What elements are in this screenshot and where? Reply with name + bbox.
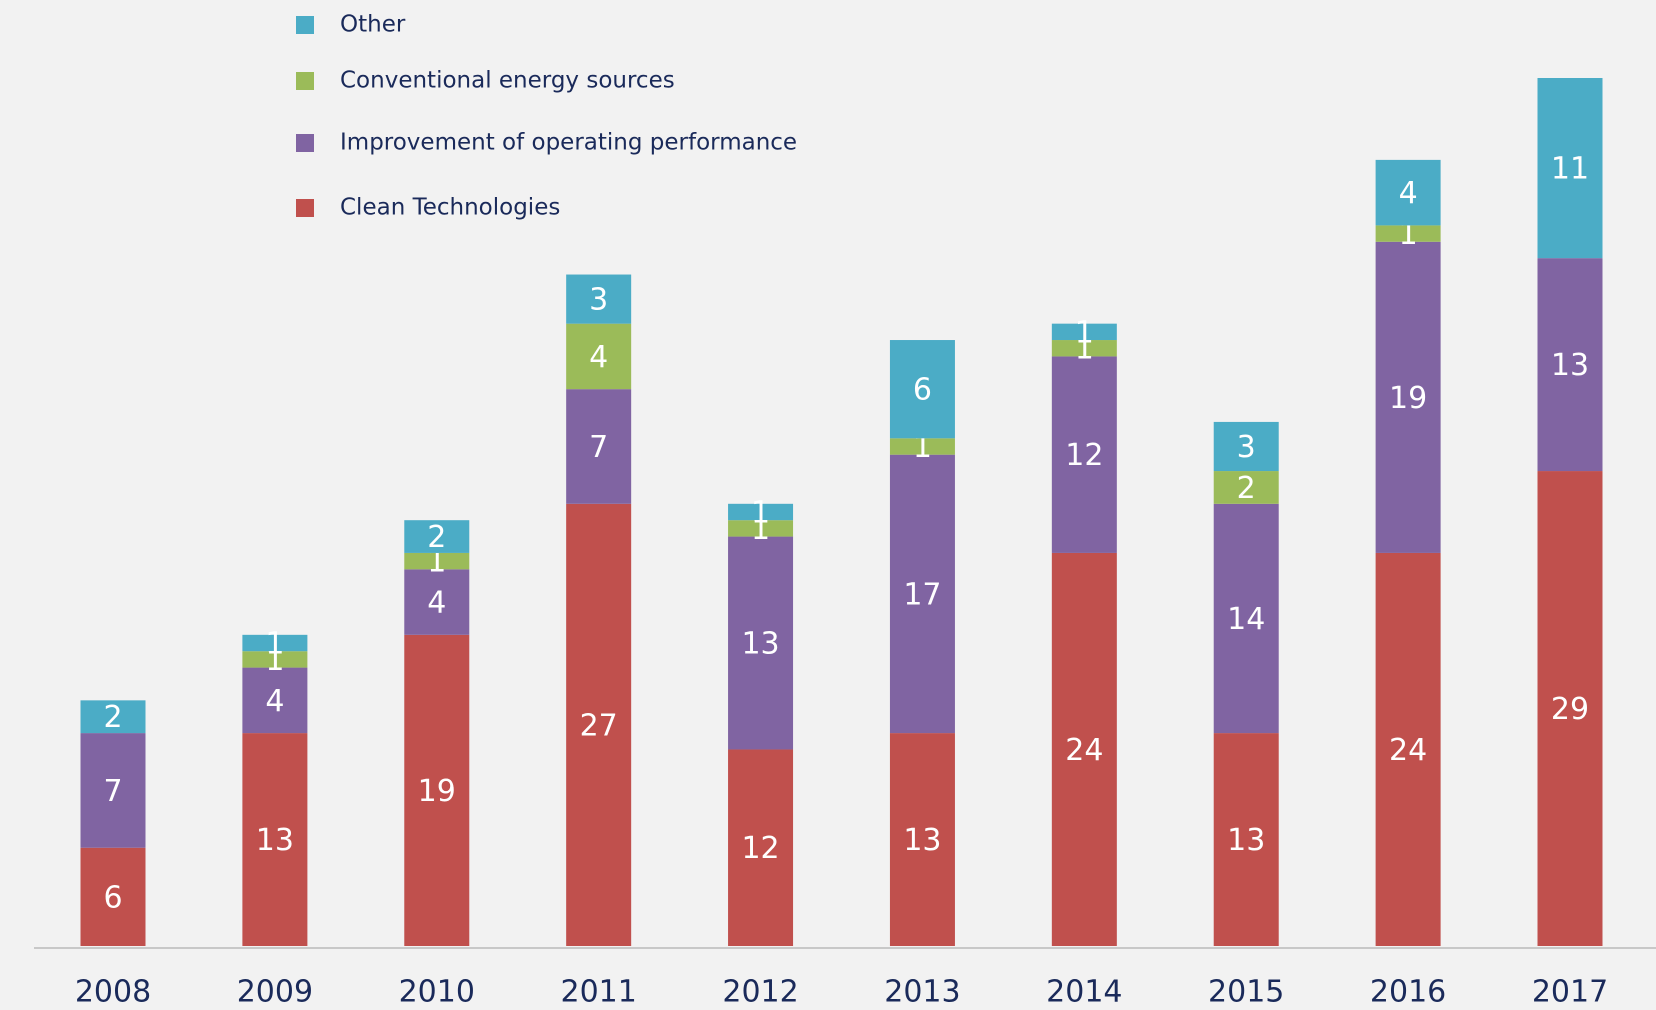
value-label: 1	[427, 545, 446, 580]
bar-segment	[1537, 78, 1603, 259]
legend-label: Improvement of operating performance	[340, 130, 797, 156]
bar-segment	[889, 733, 955, 946]
legend-swatch	[296, 199, 314, 217]
x-tick-label: 2014	[1046, 975, 1122, 1010]
value-label: 2	[427, 520, 446, 555]
bar-segment	[1375, 225, 1441, 242]
x-tick-label: 2008	[75, 975, 151, 1010]
x-tick-label: 2009	[237, 975, 313, 1010]
bar-segment	[728, 749, 794, 946]
legend-label: Clean Technologies	[340, 195, 560, 221]
bar-segment	[728, 536, 794, 750]
value-label: 13	[741, 627, 779, 662]
bar-segment	[566, 274, 632, 324]
value-label: 19	[1389, 381, 1427, 416]
value-label: 1	[1075, 332, 1094, 367]
value-label: 3	[1237, 430, 1256, 465]
bar-segment	[242, 634, 308, 652]
bar-segment	[1051, 323, 1117, 341]
value-label: 13	[903, 823, 941, 858]
bar-segment	[1051, 340, 1117, 357]
bar-segment	[1051, 356, 1117, 553]
bar-segment	[1537, 471, 1603, 946]
bar-segment	[566, 389, 632, 504]
value-label: 2	[1237, 471, 1256, 506]
bar-segment	[1537, 258, 1603, 472]
legend-swatch	[296, 72, 314, 90]
bar-segment	[1375, 552, 1441, 946]
bar-segment	[1051, 552, 1117, 946]
value-label: 1	[913, 430, 932, 465]
x-tick-label: 2010	[399, 975, 475, 1010]
value-label: 3	[589, 283, 608, 318]
value-label: 4	[1399, 176, 1418, 211]
value-label: 4	[427, 586, 446, 621]
value-label: 6	[103, 880, 122, 915]
x-tick-label: 2015	[1208, 975, 1284, 1010]
value-label: 7	[103, 774, 122, 809]
bar-segment	[889, 438, 955, 455]
value-label: 27	[580, 708, 618, 743]
bar-segment	[80, 847, 146, 946]
x-tick-label: 2016	[1370, 975, 1446, 1010]
x-tick-label: 2013	[884, 975, 960, 1010]
value-label: 1	[265, 627, 284, 662]
value-label: 29	[1551, 692, 1589, 727]
bar-segment	[1213, 471, 1279, 504]
value-label: 4	[265, 684, 284, 719]
value-label: 1	[751, 512, 770, 547]
bar-segment	[566, 323, 632, 390]
value-label: 1	[751, 496, 770, 531]
bar-segment	[404, 520, 470, 553]
legend-swatch	[296, 134, 314, 152]
bar-segment	[889, 340, 955, 439]
x-tick-label: 2012	[722, 975, 798, 1010]
bar-segment	[1375, 159, 1441, 226]
value-label: 24	[1389, 733, 1427, 768]
bar-segment	[242, 651, 308, 668]
value-label: 14	[1227, 602, 1265, 637]
value-label: 1	[1399, 217, 1418, 252]
value-label: 12	[1065, 438, 1103, 473]
bar-segment	[728, 520, 794, 537]
value-label: 1	[1075, 315, 1094, 350]
bar-segment	[728, 503, 794, 521]
bar-segment	[566, 503, 632, 946]
value-label: 13	[1551, 348, 1589, 383]
value-label: 1	[265, 643, 284, 678]
bar-segment	[889, 454, 955, 734]
value-label: 4	[589, 340, 608, 375]
bar-segment	[404, 634, 470, 946]
bar-segment	[242, 667, 308, 734]
bar-segment	[242, 733, 308, 946]
legend-label: Conventional energy sources	[340, 68, 675, 94]
bar-segment	[404, 552, 470, 570]
value-label: 13	[256, 823, 294, 858]
value-label: 6	[913, 373, 932, 408]
value-label: 7	[589, 430, 608, 465]
bar-segment	[1213, 503, 1279, 734]
x-tick-label: 2011	[560, 975, 636, 1010]
value-label: 12	[741, 831, 779, 866]
value-label: 17	[903, 577, 941, 612]
value-label: 11	[1551, 152, 1589, 187]
bar-segment	[80, 733, 146, 848]
bar-segment	[80, 700, 146, 734]
bar-segment	[1375, 241, 1441, 553]
bar-segment	[404, 569, 470, 635]
legend-swatch	[296, 16, 314, 34]
bar-segment	[1213, 421, 1279, 472]
x-tick-label: 2017	[1532, 975, 1608, 1010]
value-label: 13	[1227, 823, 1265, 858]
value-label: 24	[1065, 733, 1103, 768]
value-label: 2	[103, 700, 122, 735]
value-label: 19	[418, 774, 456, 809]
legend-label: Other	[340, 12, 406, 38]
bar-segment	[1213, 733, 1279, 946]
